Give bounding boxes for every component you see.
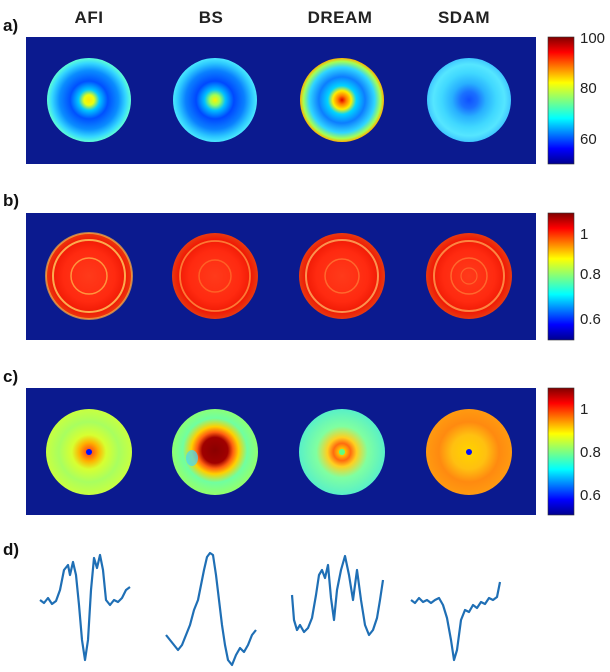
panel-label-c: c) [3,367,19,386]
profile-afi [39,553,131,662]
colorbar-c-tick-min: 0.6 [580,487,601,504]
colorbar-b [547,212,575,341]
panel-a-dream-map [300,58,384,142]
column-title-afi: AFI [74,8,104,27]
panel-a-afi-map [47,58,131,142]
colorbar-c [547,387,575,516]
column-title-dream: DREAM [307,8,373,27]
colorbar-a-tick-max: 100 [580,30,606,47]
panel-c-bs-map [172,409,258,495]
panel-label-d: d) [3,540,20,559]
panel-a-bs-map [173,58,257,142]
panel-label-a: a) [3,16,19,35]
colorbar-c-tick-mid: 0.8 [580,444,601,461]
panel-b-dream-map [299,233,385,319]
panel-b-bs-map [172,233,258,319]
colorbar-a [547,36,575,165]
colorbar-b-tick-max: 1 [580,226,589,243]
panel-b-afi-map [45,232,133,320]
colorbar-c-tick-max: 1 [580,401,589,418]
panel-c-dream-map [299,409,385,495]
column-title-bs: BS [198,8,224,27]
panel-a-sdam-map [427,58,511,142]
column-title-sdam: SDAM [437,8,491,27]
profile-sdam [410,581,502,662]
panel-label-b: b) [3,191,20,210]
profile-dream [290,554,385,637]
panel-c-afi-map [46,409,132,495]
colorbar-b-tick-mid: 0.8 [580,266,601,283]
colorbar-a-tick-mid: 80 [580,80,597,97]
colorbar-a-tick-min: 60 [580,131,597,148]
profile-bs [165,551,257,667]
panel-c-sdam-map [426,409,512,495]
colorbar-b-tick-min: 0.6 [580,311,601,328]
panel-b-sdam-map [426,233,512,319]
